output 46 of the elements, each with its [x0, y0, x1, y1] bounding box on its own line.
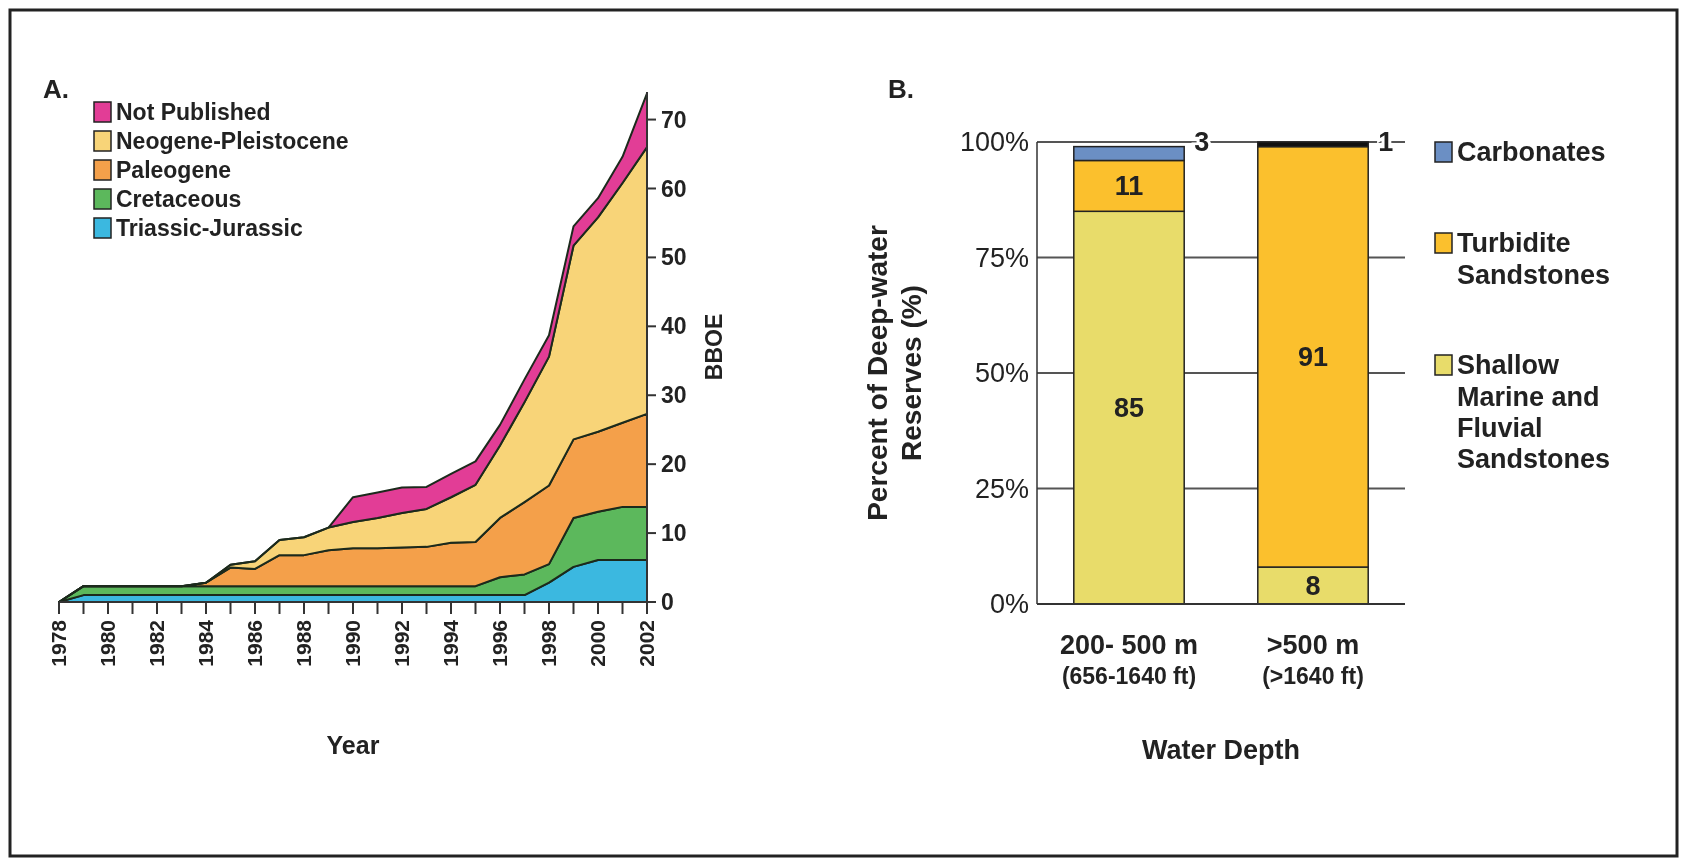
y-tick-label: 60: [661, 175, 687, 202]
x-tick-label: 1982: [145, 620, 169, 667]
x-tick-label: 1998: [537, 619, 561, 667]
legend-label: Not Published: [116, 99, 271, 126]
y-tick-label: 70: [661, 106, 687, 133]
y-tick-label: 50: [661, 244, 687, 271]
x-tick-label: 1990: [341, 620, 365, 667]
y-tick-label: 20: [661, 451, 687, 478]
data-label: 8: [1305, 570, 1321, 601]
x-tick-label: 200- 500 m (656-1640 ft): [1059, 630, 1199, 689]
y-tick-label: 0: [661, 589, 674, 616]
x-tick-label: 2000: [586, 620, 610, 667]
legend-label: Paleogene: [116, 157, 232, 184]
y-tick-label: 75%: [974, 242, 1029, 273]
y-axis-title: Percent of Deep-water Reserves (%): [862, 225, 927, 521]
y-tick-label: 0%: [989, 589, 1029, 620]
x-tick-label: 1992: [390, 620, 414, 667]
legend-label: Carbonates: [1457, 137, 1606, 168]
x-tick-label: >500 m (>1640 ft): [1262, 630, 1364, 689]
x-tick-label: 1978: [47, 619, 71, 667]
y-axis-title: BBOE: [701, 313, 727, 381]
y-tick-label: 25%: [974, 473, 1029, 504]
y-tick-label: 30: [661, 382, 687, 409]
y-tick-label: 100%: [959, 127, 1029, 158]
legend-label: Triassic-Jurassic: [116, 215, 303, 242]
y-tick-label: 10: [661, 520, 687, 547]
legend-label: Shallow Marine and Fluvial Sandstones: [1457, 350, 1611, 474]
legend-label: Neogene-Pleistocene: [116, 128, 349, 155]
x-tick-label: 1994: [439, 619, 463, 667]
chart-title: B.: [888, 74, 914, 104]
data-label: 85: [1113, 393, 1145, 424]
x-tick-label: 1988: [292, 619, 316, 667]
chart-title: A.: [43, 74, 69, 104]
x-tick-label: 2002: [635, 620, 659, 667]
x-axis-title: Year: [326, 731, 380, 759]
data-label: 91: [1297, 342, 1329, 373]
x-tick-label: 1986: [243, 620, 267, 667]
y-tick-label: 40: [661, 313, 687, 340]
legend-label: Turbidite Sandstones: [1457, 228, 1611, 290]
x-tick-label: 1996: [488, 620, 512, 667]
data-label: 11: [1114, 171, 1144, 202]
x-tick-label: 1984: [194, 619, 218, 667]
x-tick-label: 1980: [96, 620, 120, 667]
legend-label: Cretaceous: [116, 186, 242, 213]
y-tick-label: 50%: [974, 358, 1029, 389]
x-axis-title: Water Depth: [1141, 735, 1301, 765]
